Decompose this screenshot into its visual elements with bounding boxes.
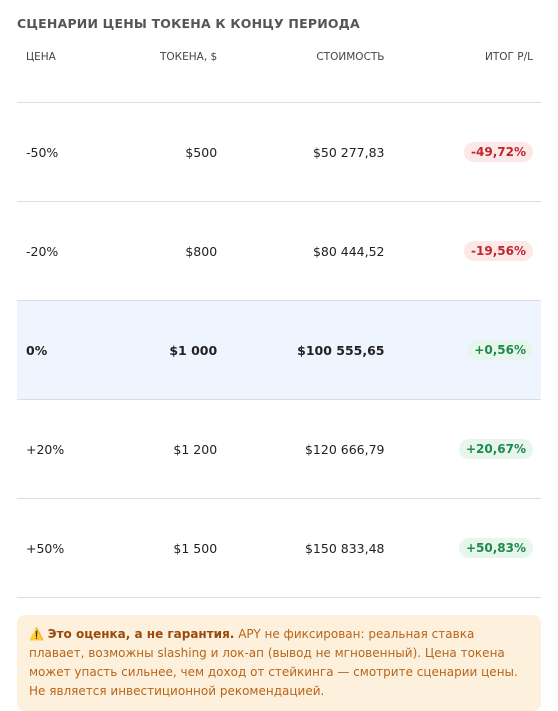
pl-cell: -49,72%	[385, 102, 541, 202]
table-cell: $120 666,79	[218, 399, 386, 499]
pl-cell: +20,67%	[385, 399, 541, 499]
table-cell: $150 833,48	[218, 498, 386, 598]
pl-cell: -19,56%	[385, 201, 541, 301]
column-header: ИТОГ P/L	[385, 51, 541, 103]
column-header: ТОКЕНА, $	[107, 51, 219, 103]
table-cell: $100 555,65	[218, 300, 386, 400]
notice-bold: Это оценка, а не гарантия.	[47, 627, 235, 641]
table-cell: $80 444,52	[218, 201, 386, 301]
scenario-row: +20% $1 200 $120 666,79 +20,67%	[17, 399, 541, 499]
table-cell: $500	[107, 102, 219, 202]
scenario-row: +50% $1 500 $150 833,48 +50,83%	[17, 498, 541, 598]
scenario-table: ЦЕНА ТОКЕНА, $ СТОИМОСТЬ ИТОГ P/L -50% $500 $…	[17, 51, 541, 598]
pl-badge: +50,83%	[458, 538, 533, 558]
table-cell: -50%	[17, 102, 108, 202]
section-title: СЦЕНАРИИ ЦЕНЫ ТОКЕНА К КОНЦУ ПЕРИОДА	[17, 16, 360, 31]
table-cell: +20%	[17, 399, 108, 499]
scenario-row: 0% $1 000 $100 555,65 +0,56%	[17, 300, 541, 400]
column-header: СТОИМОСТЬ	[218, 51, 386, 103]
table-cell: $50 277,83	[218, 102, 386, 202]
page: СЦЕНАРИИ ЦЕНЫ ТОКЕНА К КОНЦУ ПЕРИОДА ЦЕН…	[17, 16, 541, 711]
pl-cell: +50,83%	[385, 498, 541, 598]
column-header: ЦЕНА	[17, 51, 108, 103]
table-cell: 0%	[17, 300, 108, 400]
pl-badge: +0,56%	[467, 340, 533, 360]
warning-notice: ⚠️ Это оценка, а не гарантия. APY не фик…	[17, 615, 541, 711]
table-cell: -20%	[17, 201, 108, 301]
table-cell: $1 200	[107, 399, 219, 499]
header-row: ЦЕНА ТОКЕНА, $ СТОИМОСТЬ ИТОГ P/L	[17, 51, 541, 103]
table-cell: $800	[107, 201, 219, 301]
table-cell: +50%	[17, 498, 108, 598]
pl-badge: -49,72%	[464, 142, 533, 162]
scenario-row: -20% $800 $80 444,52 -19,56%	[17, 201, 541, 301]
pl-cell: +0,56%	[385, 300, 541, 400]
pl-badge: -19,56%	[464, 241, 533, 261]
table-cell: $1 000	[107, 300, 219, 400]
table-cell: $1 500	[107, 498, 219, 598]
scenario-row: -50% $500 $50 277,83 -49,72%	[17, 102, 541, 202]
pl-badge: +20,67%	[458, 439, 533, 459]
